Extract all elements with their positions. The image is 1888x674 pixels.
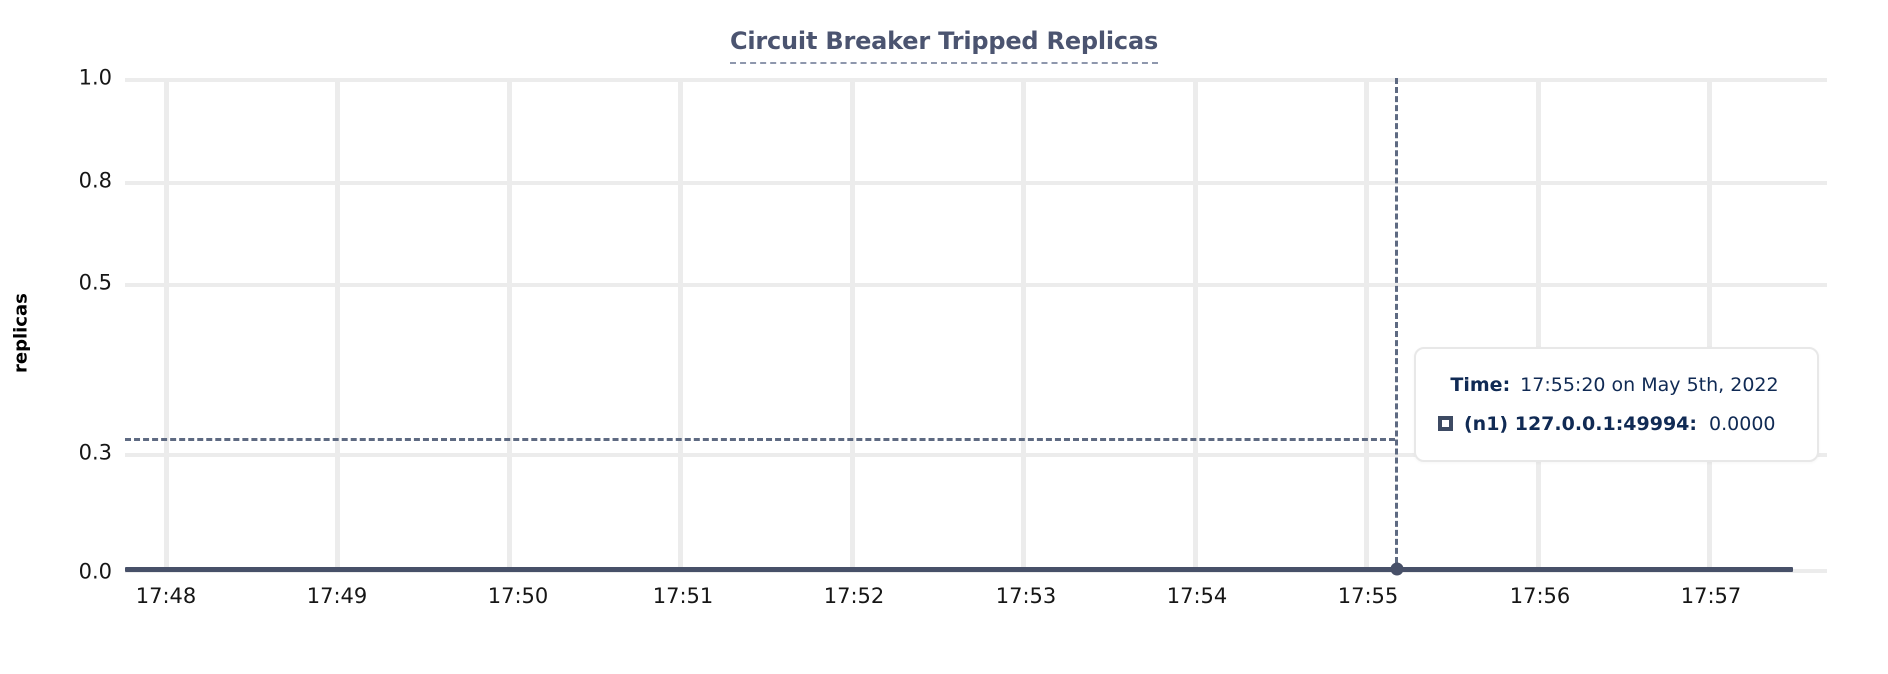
x-tick-label-5: 17:53 xyxy=(995,584,1057,608)
gridline-vertical-17-54 xyxy=(1193,78,1198,572)
chart-title: Circuit Breaker Tripped Replicas xyxy=(0,27,1888,64)
series-swatch-icon xyxy=(1438,416,1453,432)
x-tick-label-1: 17:49 xyxy=(306,584,368,608)
x-tick-label-9: 17:57 xyxy=(1680,584,1742,608)
tooltip-series-name: (n1) 127.0.0.1:49994: xyxy=(1464,412,1698,435)
x-tick-label-8: 17:56 xyxy=(1509,584,1571,608)
gridline-horizontal-1.0 xyxy=(125,78,1827,82)
gridline-vertical-17-50 xyxy=(507,78,512,572)
data-point-marker[interactable] xyxy=(1390,562,1404,576)
tooltip: Time: 17:55:20 on May 5th, 2022 (n1) 127… xyxy=(1414,347,1819,462)
x-tick-label-3: 17:51 xyxy=(652,584,714,608)
y-axis-label: replicas xyxy=(10,293,32,373)
y-tick-label-0: 1.0 xyxy=(78,65,112,90)
gridline-vertical-17-49 xyxy=(335,78,340,572)
x-tick-label-4: 17:52 xyxy=(823,584,885,608)
crosshair-vertical xyxy=(1395,78,1398,572)
tooltip-time-label: Time: xyxy=(1450,374,1511,396)
x-tick-label-2: 17:50 xyxy=(487,584,549,608)
tooltip-time-value: 17:55:20 on May 5th, 2022 xyxy=(1520,374,1779,396)
y-tick-label-4: 0.0 xyxy=(78,559,112,584)
gridline-vertical-17-48 xyxy=(164,78,169,572)
gridline-vertical-17-53 xyxy=(1021,78,1026,572)
y-tick-label-2: 0.5 xyxy=(78,270,112,295)
gridline-horizontal-0.3 xyxy=(125,453,1827,457)
series-line-n1[interactable] xyxy=(125,567,1793,572)
y-tick-label-3: 0.3 xyxy=(78,440,112,465)
gridline-vertical-17-55 xyxy=(1364,78,1369,572)
x-tick-label-7: 17:55 xyxy=(1337,584,1399,608)
gridline-horizontal-0.8 xyxy=(125,181,1827,185)
gridline-vertical-17-51 xyxy=(678,78,683,572)
gridline-horizontal-0.5 xyxy=(125,283,1827,287)
crosshair-horizontal xyxy=(125,438,1395,441)
tooltip-series-row: (n1) 127.0.0.1:49994: 0.0000 xyxy=(1438,410,1791,439)
gridline-vertical-17-56 xyxy=(1536,78,1541,572)
tooltip-series-value: 0.0000 xyxy=(1709,412,1776,435)
x-tick-label-0: 17:48 xyxy=(135,584,197,608)
x-tick-label-6: 17:54 xyxy=(1166,584,1228,608)
plot-area[interactable] xyxy=(125,78,1827,576)
gridline-vertical-17-57 xyxy=(1707,78,1712,572)
gridline-vertical-17-52 xyxy=(850,78,855,572)
tooltip-time-row: Time: 17:55:20 on May 5th, 2022 xyxy=(1438,371,1791,410)
y-tick-label-1: 0.8 xyxy=(78,168,112,193)
chart-title-text: Circuit Breaker Tripped Replicas xyxy=(729,27,1158,64)
